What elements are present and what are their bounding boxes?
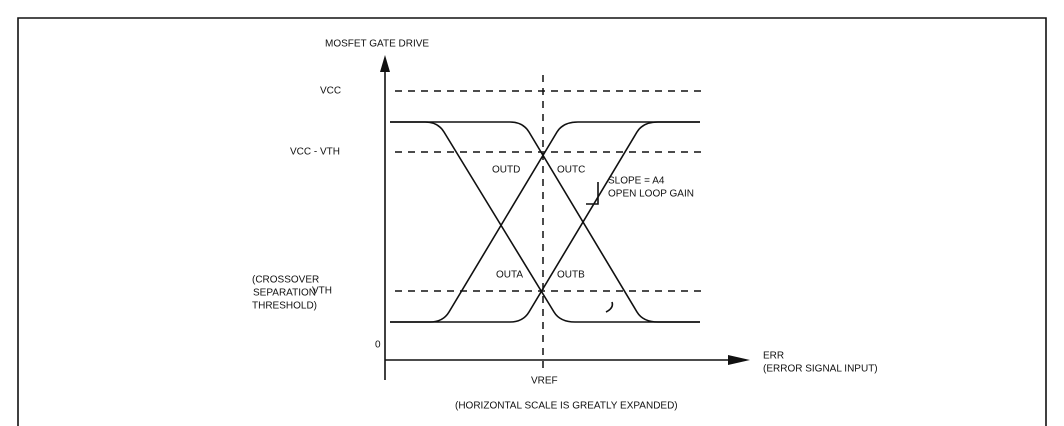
note: (CROSSOVER [252,275,319,286]
tick [605,301,614,313]
x-arrow [728,355,750,365]
scale-note: (HORIZONTAL SCALE IS GREATLY EXPANDED) [455,401,678,412]
note: SEPARATION [253,288,316,299]
curve-label: OUTA [496,270,523,281]
slope-marker [586,182,599,205]
origin-label: 0 [375,340,381,351]
y-arrow [380,55,390,72]
level-label: VTH [312,286,332,297]
curve-label: OUTD [492,165,520,176]
y-axis-label: MOSFET GATE DRIVE [325,39,429,50]
curve [390,121,700,323]
curve-label: OUTC [557,165,585,176]
x-axis-label: ERR [763,351,784,362]
x-axis-sublabel: (ERROR SIGNAL INPUT) [763,364,878,375]
note: THRESHOLD) [252,301,317,312]
annotation: SLOPE = A4 [608,176,665,187]
annotation: OPEN LOOP GAIN [608,189,694,200]
frame [17,17,1047,426]
curve-label: OUTB [557,270,585,281]
level-label: VCC - VTH [290,147,340,158]
level-label: VCC [320,86,341,97]
vref-label: VREF [531,376,558,387]
